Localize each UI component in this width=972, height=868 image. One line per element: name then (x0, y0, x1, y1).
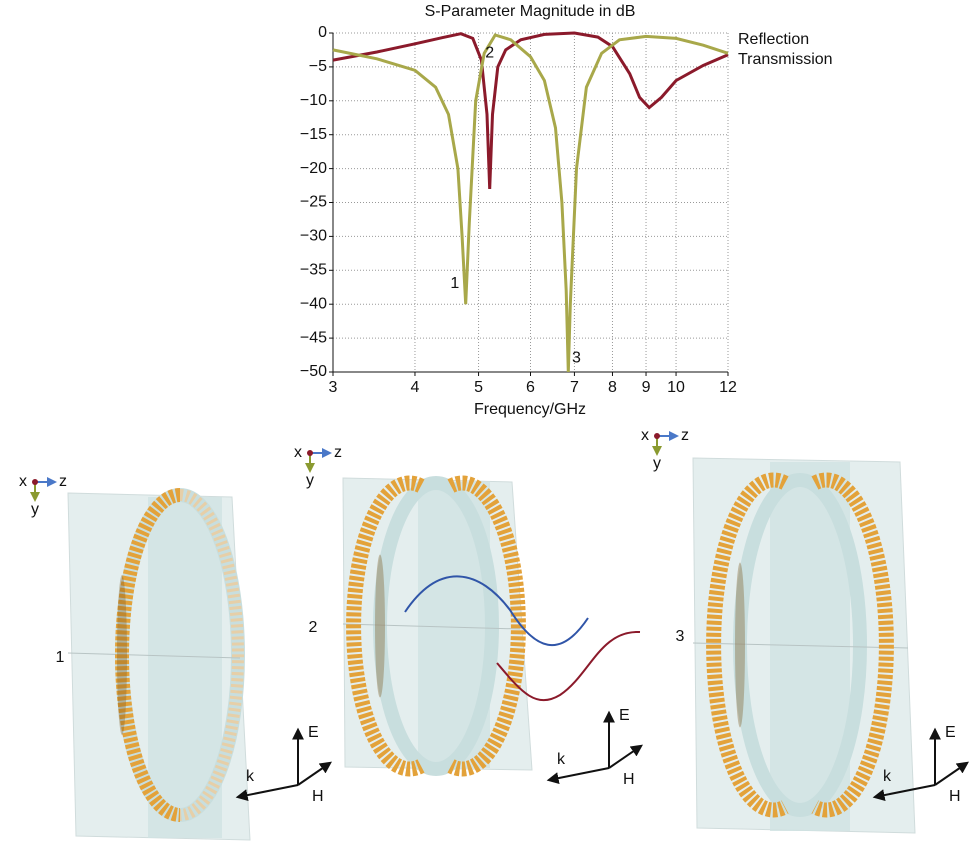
legend-label: Transmission (738, 51, 833, 68)
panel-label: 3 (676, 628, 685, 645)
mid-line (692, 642, 909, 649)
x-tick-label: 6 (526, 379, 535, 396)
h-arrow (934, 761, 969, 786)
ring-current (447, 475, 526, 777)
triad-x (32, 479, 38, 485)
y-tick-label: −50 (300, 363, 327, 380)
panel: 3 x z y Ek H (641, 427, 969, 834)
wave-h (496, 630, 641, 702)
x-tick-label: 7 (570, 379, 579, 396)
y-tick-label: −40 (300, 295, 327, 312)
ring-current (811, 472, 894, 818)
triad-label: x (19, 473, 27, 490)
h-arrow (297, 761, 332, 786)
field-label: H (949, 788, 961, 805)
field-label: k (246, 768, 255, 785)
field-label: k (883, 768, 892, 785)
y-tick-label: −45 (300, 329, 327, 346)
triad-label: x (641, 427, 649, 444)
y-tick-label: −15 (300, 126, 327, 143)
x-tick-label: 3 (329, 379, 338, 396)
field-label: H (623, 771, 635, 788)
x-tick-label: 12 (719, 379, 737, 396)
field-label: H (312, 788, 324, 805)
field-label: k (557, 751, 566, 768)
ring-base (373, 476, 499, 776)
series-line (332, 31, 729, 189)
y-tick-label: −20 (300, 160, 327, 177)
panel: 1 x z y Ek H (19, 473, 332, 841)
legend-label: Reflection (738, 31, 809, 48)
triad-label: z (59, 473, 67, 490)
triad-label: y (306, 472, 314, 489)
x-tick-label: 8 (608, 379, 617, 396)
x-tick-label: 9 (642, 379, 651, 396)
wave-e (404, 575, 589, 647)
triad-x (654, 433, 660, 439)
triad-label: z (334, 444, 342, 461)
mid-line (67, 652, 241, 659)
chart-title: S-Parameter Magnitude in dB (425, 3, 636, 20)
ring-current (179, 489, 244, 821)
annotation: 2 (485, 45, 494, 62)
ring-shade (117, 575, 127, 735)
y-tick-label: 0 (318, 24, 327, 41)
triad-label: y (31, 501, 39, 518)
triad-label: z (681, 427, 689, 444)
h-arrow (608, 744, 643, 769)
mid-line (342, 623, 521, 630)
field-label: E (619, 707, 630, 724)
x-tick-label: 10 (667, 379, 685, 396)
ring-current (115, 488, 181, 822)
ring-current (346, 475, 425, 777)
ring-current (706, 472, 789, 818)
triad-label: x (294, 444, 302, 461)
ring-shade (735, 562, 745, 728)
x-tick-label: 4 (411, 379, 420, 396)
field-label: E (308, 724, 319, 741)
annotation: 3 (572, 350, 581, 367)
y-tick-label: −25 (300, 194, 327, 211)
ring-base (733, 473, 867, 817)
y-tick-label: −10 (300, 92, 327, 109)
field-label: E (945, 724, 956, 741)
k-arrow (235, 784, 299, 802)
panel-label: 2 (309, 619, 318, 636)
triad-label: y (653, 455, 661, 472)
y-tick-label: −5 (309, 58, 327, 75)
panel: 2 x z y Ek H (294, 444, 643, 788)
k-arrow (872, 784, 936, 802)
panel-label: 1 (56, 649, 65, 666)
series-line (332, 33, 729, 373)
x-axis-label: Frequency/GHz (474, 401, 586, 418)
k-arrow (546, 767, 610, 785)
triad-x (307, 450, 313, 456)
y-tick-label: −30 (300, 228, 327, 245)
ring-shade (375, 554, 385, 698)
y-tick-label: −35 (300, 262, 327, 279)
annotation: 1 (450, 275, 459, 292)
x-tick-label: 5 (474, 379, 483, 396)
